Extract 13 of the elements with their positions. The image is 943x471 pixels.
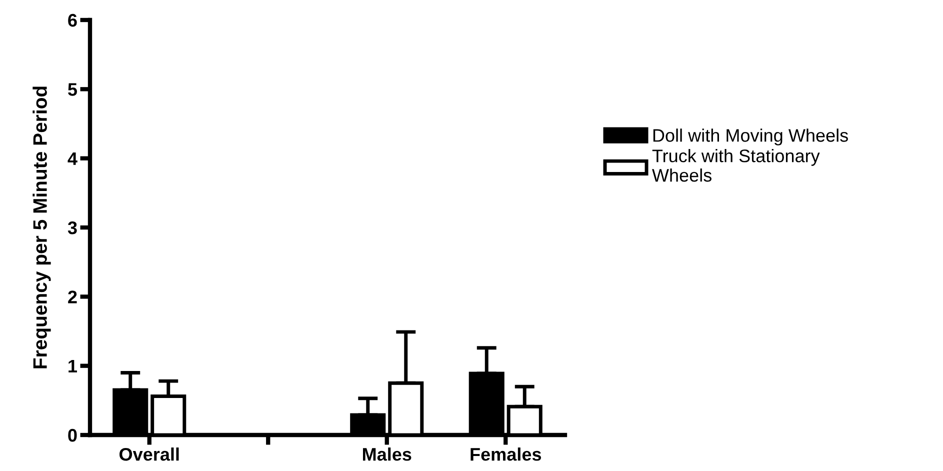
y-tick-label: 2 — [68, 290, 77, 304]
y-tick-label: 5 — [68, 83, 77, 96]
y-tick-label: 0 — [68, 428, 77, 442]
y-tick-label: 6 — [68, 14, 77, 27]
y-axis-title: Frequency per 5 Minute Period — [32, 86, 51, 368]
x-tick-label: Overall — [120, 448, 179, 461]
legend-label: Truck with Stationary Wheels — [652, 149, 820, 182]
x-tick-label: Females — [470, 448, 542, 461]
y-tick-label: 4 — [68, 152, 78, 165]
legend-label: Doll with Moving Wheels — [653, 128, 848, 146]
y-tick-label: 1 — [68, 360, 77, 372]
x-tick-label: Males — [362, 448, 412, 461]
y-tick-label: 3 — [68, 221, 77, 234]
